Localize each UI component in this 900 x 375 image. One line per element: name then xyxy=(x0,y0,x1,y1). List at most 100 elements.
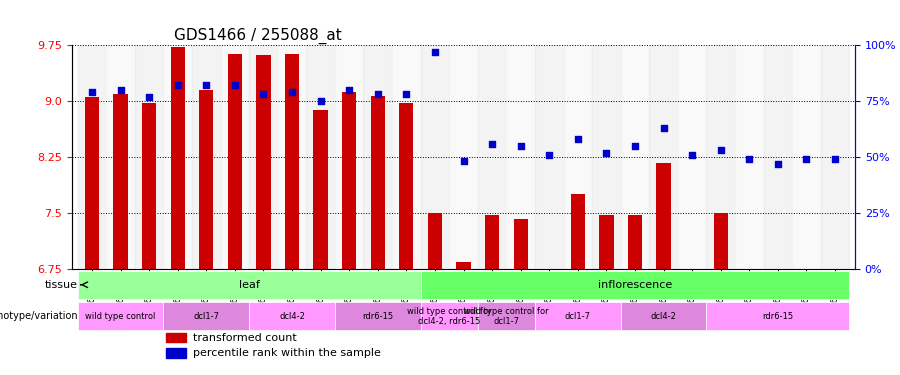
Text: tissue: tissue xyxy=(45,280,77,290)
Text: dcl4-2: dcl4-2 xyxy=(651,312,677,321)
Point xyxy=(770,161,785,167)
Point xyxy=(428,49,442,55)
Bar xyxy=(678,45,707,269)
Text: transformed count: transformed count xyxy=(194,333,297,343)
Point xyxy=(656,125,670,131)
Bar xyxy=(485,215,500,269)
Bar xyxy=(371,96,385,269)
FancyBboxPatch shape xyxy=(249,302,335,330)
Bar xyxy=(335,45,364,269)
Point xyxy=(628,143,643,149)
Text: rdr6-15: rdr6-15 xyxy=(762,312,794,321)
Bar xyxy=(763,45,792,269)
Bar xyxy=(392,45,420,269)
Point xyxy=(571,136,585,142)
Bar xyxy=(228,54,242,269)
Bar xyxy=(256,55,271,269)
Bar xyxy=(278,45,306,269)
Bar xyxy=(478,45,507,269)
Point xyxy=(714,147,728,153)
Point xyxy=(113,87,128,93)
FancyBboxPatch shape xyxy=(164,302,249,330)
Point xyxy=(542,152,556,158)
Bar xyxy=(285,54,299,269)
Point xyxy=(371,91,385,97)
Point xyxy=(485,141,500,147)
FancyBboxPatch shape xyxy=(420,271,850,299)
Bar xyxy=(792,45,821,269)
Bar xyxy=(799,269,814,271)
FancyBboxPatch shape xyxy=(621,302,707,330)
Text: dcl4-2: dcl4-2 xyxy=(279,312,305,321)
Point xyxy=(170,82,184,88)
Point xyxy=(342,87,356,93)
FancyBboxPatch shape xyxy=(77,302,164,330)
Point xyxy=(685,152,699,158)
Text: inflorescence: inflorescence xyxy=(598,280,672,290)
Bar xyxy=(171,47,184,269)
Bar xyxy=(449,45,478,269)
FancyBboxPatch shape xyxy=(706,302,850,330)
Bar xyxy=(364,45,392,269)
Bar xyxy=(542,269,556,271)
Point xyxy=(256,91,271,97)
Text: rdr6-15: rdr6-15 xyxy=(362,312,393,321)
Bar xyxy=(192,45,220,269)
Bar xyxy=(649,45,678,269)
Bar xyxy=(420,45,449,269)
Bar xyxy=(220,45,249,269)
Bar xyxy=(113,93,128,269)
Bar xyxy=(106,45,135,269)
Bar xyxy=(166,333,185,342)
Bar xyxy=(342,92,356,269)
Bar xyxy=(164,45,192,269)
Bar xyxy=(628,215,642,269)
Point xyxy=(799,156,814,162)
Text: wild type control for
dcl4-2, rdr6-15: wild type control for dcl4-2, rdr6-15 xyxy=(407,306,491,326)
Text: genotype/variation: genotype/variation xyxy=(0,311,77,321)
FancyBboxPatch shape xyxy=(535,302,621,330)
Point xyxy=(228,82,242,88)
Text: dcl1-7: dcl1-7 xyxy=(194,312,220,321)
Bar xyxy=(428,213,442,269)
Point xyxy=(313,98,328,104)
Bar xyxy=(249,45,278,269)
Text: GDS1466 / 255088_at: GDS1466 / 255088_at xyxy=(174,27,341,44)
Bar xyxy=(77,45,106,269)
Bar xyxy=(535,45,563,269)
Bar xyxy=(563,45,592,269)
Bar xyxy=(199,90,213,269)
FancyBboxPatch shape xyxy=(478,302,535,330)
Point xyxy=(742,156,757,162)
FancyBboxPatch shape xyxy=(335,302,420,330)
FancyBboxPatch shape xyxy=(77,271,420,299)
Bar xyxy=(599,215,614,269)
Text: wild type control for
dcl1-7: wild type control for dcl1-7 xyxy=(464,306,549,326)
Text: percentile rank within the sample: percentile rank within the sample xyxy=(194,348,382,358)
Point xyxy=(456,159,471,165)
Bar xyxy=(456,261,471,269)
Bar xyxy=(166,348,185,358)
Bar xyxy=(821,45,850,269)
Bar xyxy=(135,45,164,269)
Point xyxy=(828,156,842,162)
Bar xyxy=(507,45,535,269)
Point xyxy=(284,89,299,95)
Point xyxy=(399,91,413,97)
FancyBboxPatch shape xyxy=(420,302,478,330)
Text: wild type control: wild type control xyxy=(86,312,156,321)
Point xyxy=(199,82,213,88)
Point xyxy=(142,93,157,99)
Bar xyxy=(571,194,585,269)
Bar xyxy=(313,110,328,269)
Bar xyxy=(306,45,335,269)
Point xyxy=(599,150,614,156)
Bar xyxy=(714,213,728,269)
Bar xyxy=(142,103,157,269)
Point xyxy=(85,89,99,95)
Text: dcl1-7: dcl1-7 xyxy=(565,312,590,321)
Bar xyxy=(592,45,621,269)
Bar xyxy=(85,97,99,269)
Bar xyxy=(735,45,763,269)
Bar xyxy=(656,163,670,269)
